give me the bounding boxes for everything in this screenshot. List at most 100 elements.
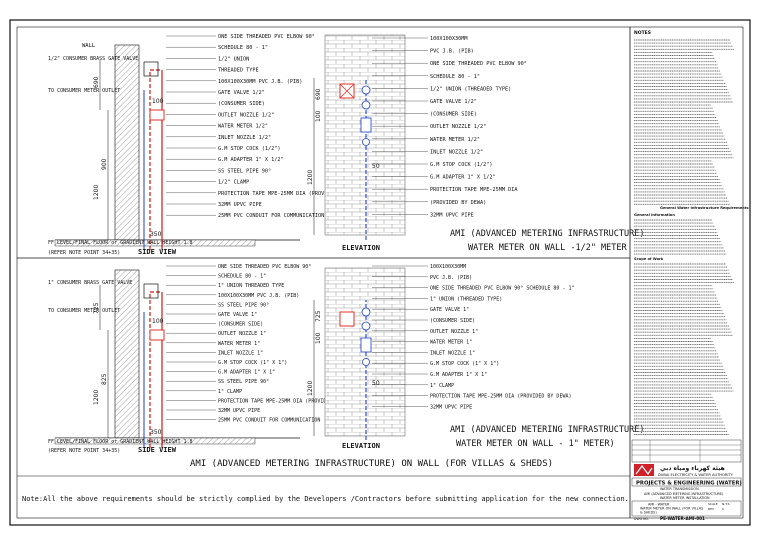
side-view-title: SIDE VIEW xyxy=(138,446,177,454)
callout-label: INLET NOZZLE 1" xyxy=(218,350,263,356)
union xyxy=(361,85,371,95)
callout-label: GATE VALVE 1" xyxy=(430,307,469,313)
meter-body xyxy=(149,329,165,341)
callout-label: 25MM PVC CONDUIT FOR COMMUNICATION xyxy=(218,418,320,424)
floor-note: (REFER NOTE POINT 34+35) xyxy=(48,448,120,454)
top-elevation: 690 100 1200 50 ELEVATION 100X100X30MM PV… xyxy=(307,34,527,252)
drawing-desc-1: AMI - WATER xyxy=(648,503,670,507)
revision-table xyxy=(631,439,742,463)
dim-690: 690 xyxy=(93,76,100,88)
dim-100: 100 xyxy=(152,318,164,325)
callout-label: ONE SIDE THREADED PVC ELBOW 90° xyxy=(430,61,527,67)
dim-725: 725 xyxy=(93,302,100,314)
bottom-side-view: 725 825 1200 100 350 1" CONSUMER BRASS G… xyxy=(48,264,359,454)
callout-label: 100X100X30MM PVC J.B. (PIB) xyxy=(218,79,302,85)
callout-label: (CONSUMER SIDE) xyxy=(218,322,263,328)
callout-label: (CONSUMER SIDE) xyxy=(218,101,265,107)
callout-label: GATE VALVE 1/2" xyxy=(218,90,265,96)
sheet-border-inner xyxy=(16,26,744,519)
drawing-desc-2: WATER METER ON WALL (FOR VILLAS xyxy=(640,507,703,511)
consumer-valve-label: 1/2" CONSUMER BRASS GATE VALVE xyxy=(48,56,138,62)
dim-50: 50 xyxy=(372,380,380,387)
callout-label: (CONSUMER SIDE) xyxy=(430,318,475,324)
dim-1200: 1200 xyxy=(307,381,314,396)
callout-label: GATE VALVE 1" xyxy=(218,312,257,318)
ground-slab xyxy=(54,437,256,445)
notes-text-block xyxy=(634,263,734,435)
callout-label: PROTECTION TAPE MPE-25MM DIA (PROVIDED B… xyxy=(218,191,365,197)
sheet-title: AMI (ADVANCED METERING INFRASTRUCTURE) O… xyxy=(190,459,553,469)
water-meter xyxy=(360,337,372,353)
callout-label: 32MM UPVC PIPE xyxy=(430,212,474,218)
elevation-callouts: 100X100X30MM PVC J.B. (PIB) ONE SIDE THREA… xyxy=(372,36,527,218)
callout-label: 1" CLAMP xyxy=(430,383,454,389)
callout-label: ONE SIDE THREADED PVC ELBOW 90° xyxy=(218,34,315,40)
callout-label: G.M STOP COCK (1/2") xyxy=(218,146,280,152)
dewa-logo: هيئة كهرباء ومياه دبي DUBAI ELECTRICITY … xyxy=(634,464,734,477)
elevation-callouts: 100X100X30MM PVC J.B. (PIB) ONE SIDE THREA… xyxy=(372,264,575,410)
to-consumer-label: TO CONSUMER METER OUTLET xyxy=(48,308,120,314)
drawing-no: PE-WATER-AMI-001 xyxy=(660,516,705,521)
title-block: NOTES General Information General Water … xyxy=(631,30,749,521)
callout-label: WATER METER 1/2" xyxy=(218,124,268,130)
bottom-heading-2: WATER METER ON WALL - 1" METER) xyxy=(456,439,615,449)
callout-label: PROTECTION TAPE MPE-25MM DIA (PROVIDED B… xyxy=(430,394,571,400)
dim-100: 100 xyxy=(315,110,322,122)
dim-350: 350 xyxy=(150,231,162,238)
callout-label: 1/2" UNION (THREADED TYPE) xyxy=(430,86,511,92)
wall-section xyxy=(114,44,140,241)
rev-label: REV xyxy=(708,507,715,511)
ground-slab xyxy=(54,239,256,247)
compliance-note: Note:All the above requirements should b… xyxy=(22,495,629,503)
notes-text-block xyxy=(634,219,727,255)
dim-1200: 1200 xyxy=(93,185,100,200)
callout-label: PVC J.B. (PIB) xyxy=(430,275,472,281)
callout-label: G.M STOP COCK (1" X 1") xyxy=(218,360,287,366)
authority-arabic: هيئة كهرباء ومياه دبي xyxy=(660,465,725,472)
dim-725: 725 xyxy=(315,310,322,322)
side-view-callouts: ONE SIDE THREADED PVC ELBOW 90° SCHEDULE … xyxy=(166,264,359,424)
side-view-callouts: ONE SIDE THREADED PVC ELBOW 90° SCHEDULE … xyxy=(166,34,365,219)
callout-label: G.M ADAPTER 1" X 1" xyxy=(218,370,275,376)
bottom-heading-1: AMI (ADVANCED METERING INFRASTRUCTURE) xyxy=(450,425,644,435)
callout-label: G.M STOP COCK (1/2") xyxy=(430,162,492,168)
junction-box xyxy=(143,283,159,299)
consumer-valve-label: 1" CONSUMER BRASS GATE VALVE xyxy=(48,280,132,286)
elevation-title: ELEVATION xyxy=(342,244,380,252)
junction-box-cross xyxy=(339,83,355,99)
notes-section-heading: General Water Infrastructure Requirement… xyxy=(660,206,749,210)
callout-label: G.M ADAPTER 1" X 1" xyxy=(430,372,487,378)
callout-label: OUTLET NOZZLE 1/2" xyxy=(430,124,486,130)
top-heading-2: WATER METER ON WALL -1/2" METER xyxy=(468,243,628,253)
dim-825: 825 xyxy=(101,373,108,385)
callout-label: SCHEDULE 80 - 1" xyxy=(218,274,266,280)
notes-text-block xyxy=(634,39,734,205)
water-meter xyxy=(360,117,372,133)
callout-label: PROTECTION TAPE MPE-25MM DIA xyxy=(430,187,518,193)
description-box xyxy=(631,500,742,517)
top-heading-1: AMI (ADVANCED METERING INFRASTRUCTURE) xyxy=(450,229,644,239)
wall-label: WALL xyxy=(82,43,96,49)
callout-label: ONE SIDE THREADED PVC ELBOW 90° SCHEDULE… xyxy=(430,286,575,292)
department-bar xyxy=(631,477,742,487)
union xyxy=(361,307,371,317)
callout-label: PVC J.B. (PIB) xyxy=(430,49,474,55)
red-supply-pipe xyxy=(149,291,162,448)
callout-label: (PROVIDED BY DEWA) xyxy=(430,200,486,206)
gate-valve xyxy=(361,100,371,110)
dim-50: 50 xyxy=(372,163,380,170)
dim-1200: 1200 xyxy=(93,390,100,405)
callout-label: THREADED TYPE xyxy=(218,68,259,74)
meter-body xyxy=(149,109,165,121)
callout-label: 32MM UPVC PIPE xyxy=(218,202,262,208)
dim-100: 100 xyxy=(152,98,164,105)
bottom-elevation: 725 100 1200 50 ELEVATION 100X100X30MM PV… xyxy=(307,264,575,450)
callout-label: SS STEEL PIPE 90° xyxy=(218,168,271,174)
dim-900: 900 xyxy=(101,158,108,170)
brick-wall xyxy=(324,34,406,236)
callout-label: 1" UNION (THREADED TYPE) xyxy=(430,296,502,302)
callout-label: 100X100X30MM PVC J.B. (PIB) xyxy=(218,293,299,299)
drawing-desc-3: & SHEDS) xyxy=(640,511,657,515)
sheet-border-outer xyxy=(9,19,751,526)
callout-label: GATE VALVE 1/2" xyxy=(430,99,477,105)
